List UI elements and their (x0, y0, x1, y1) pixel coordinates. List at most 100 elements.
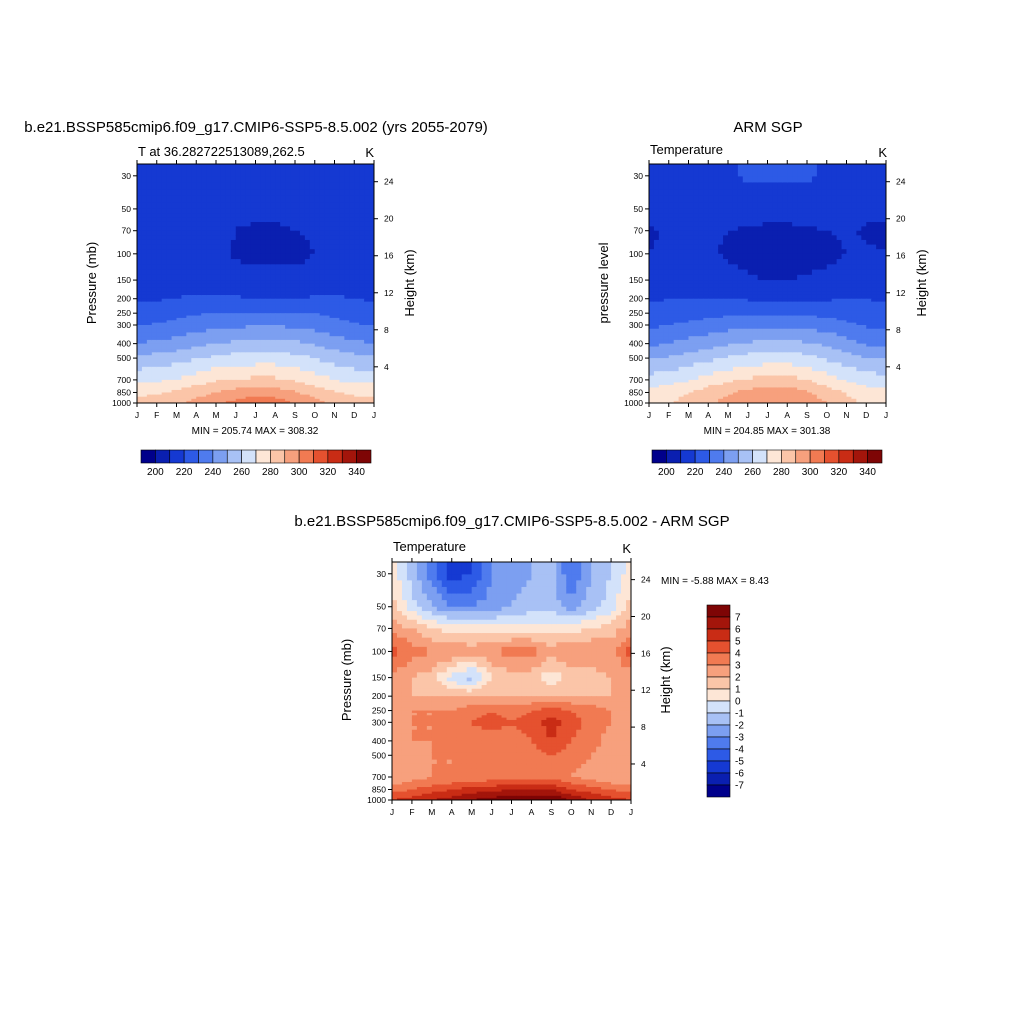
obs-cell (732, 217, 739, 223)
model-cell (240, 355, 247, 359)
obs-cell (841, 244, 848, 250)
model-cell (191, 352, 197, 356)
obs-cell (703, 301, 709, 306)
obs-cell (871, 339, 877, 345)
model-cell (344, 320, 350, 324)
obs-cell (816, 230, 823, 236)
obs-cell (678, 336, 685, 341)
model-cell (201, 366, 207, 372)
obs-cell (737, 175, 744, 184)
obs-cell (708, 336, 714, 341)
model-cell (260, 230, 266, 236)
model-cell (349, 208, 355, 214)
model-cell (324, 195, 331, 203)
obs-cell (866, 324, 872, 330)
obs-cell (747, 264, 754, 271)
obs-cell (668, 349, 675, 353)
model-cell (314, 202, 321, 210)
obs-cell (649, 355, 655, 359)
model-cell (230, 389, 237, 394)
model-cell (290, 320, 296, 324)
model-colorbar-label: 320 (320, 467, 337, 478)
obs-cell (866, 294, 872, 300)
obs-cell (658, 332, 665, 337)
model-x-tick-label: A (272, 410, 278, 420)
model-cell (196, 244, 202, 250)
model-cell (270, 298, 276, 303)
model-cell (230, 320, 237, 324)
obs-cell (708, 322, 714, 326)
model-cell (275, 322, 281, 326)
model-cell (230, 221, 237, 227)
model-cell (201, 349, 207, 353)
model-cell (369, 387, 374, 391)
model-cell (314, 322, 321, 326)
model-cell (141, 349, 148, 353)
model-y-tick-label: 200 (117, 294, 131, 304)
model-cell (250, 322, 257, 326)
model-cell (329, 221, 336, 227)
model-cell (240, 217, 247, 223)
obs-cell (693, 253, 699, 260)
model-x-tick-label: J (234, 410, 238, 420)
obs-cell (866, 217, 872, 223)
model-cell (364, 253, 370, 260)
obs-cell (693, 313, 699, 317)
obs-cell (757, 226, 764, 232)
model-cell (151, 387, 158, 391)
model-cell (176, 343, 183, 348)
obs-cell (767, 269, 774, 276)
model-cell (295, 387, 301, 391)
obs-cell (782, 208, 788, 214)
obs-cell (698, 259, 704, 265)
obs-cell (728, 320, 734, 324)
model-cell (260, 343, 266, 348)
model-cell (304, 352, 311, 356)
obs-cell (703, 213, 709, 219)
model-cell (137, 384, 143, 389)
obs-cell (658, 291, 665, 296)
model-cell (146, 366, 153, 372)
model-cell (369, 310, 374, 314)
model-cell (324, 274, 331, 281)
model-cell (235, 283, 242, 289)
model-cell (156, 217, 163, 223)
model-cell (230, 208, 237, 214)
model-cell (186, 328, 192, 334)
obs-cell (821, 287, 828, 292)
model-cell (329, 387, 336, 391)
model-cell (235, 307, 242, 311)
model-colorbar-label: 200 (147, 467, 164, 478)
model-cell (225, 396, 232, 400)
model-cell (245, 287, 252, 292)
obs-cell (881, 283, 886, 289)
model-cell (181, 400, 187, 403)
model-cell (176, 346, 183, 351)
model-cell (171, 400, 178, 403)
obs-cell (737, 226, 744, 232)
obs-cell (782, 202, 788, 210)
model-cell (161, 208, 168, 214)
model-x-tick-label: A (193, 410, 199, 420)
obs-cell (861, 202, 867, 210)
model-cell (151, 400, 158, 403)
obs-cell (816, 217, 823, 223)
model-cell (220, 230, 227, 236)
obs-cell (718, 313, 724, 317)
obs-cell (732, 249, 739, 255)
model-cell (270, 304, 276, 308)
model-cell (260, 389, 266, 394)
obs-cell (821, 280, 828, 285)
obs-cell (747, 301, 754, 306)
obs-cell (876, 294, 882, 300)
model-cell (280, 355, 286, 359)
model-cell (191, 389, 197, 394)
obs-cell (871, 317, 877, 321)
model-cell (206, 287, 212, 292)
obs-cell (782, 291, 788, 296)
obs-cell (826, 324, 833, 330)
model-cell (309, 244, 316, 250)
model-cell (201, 355, 207, 359)
model-cell (186, 382, 192, 386)
obs-cell (856, 328, 862, 334)
